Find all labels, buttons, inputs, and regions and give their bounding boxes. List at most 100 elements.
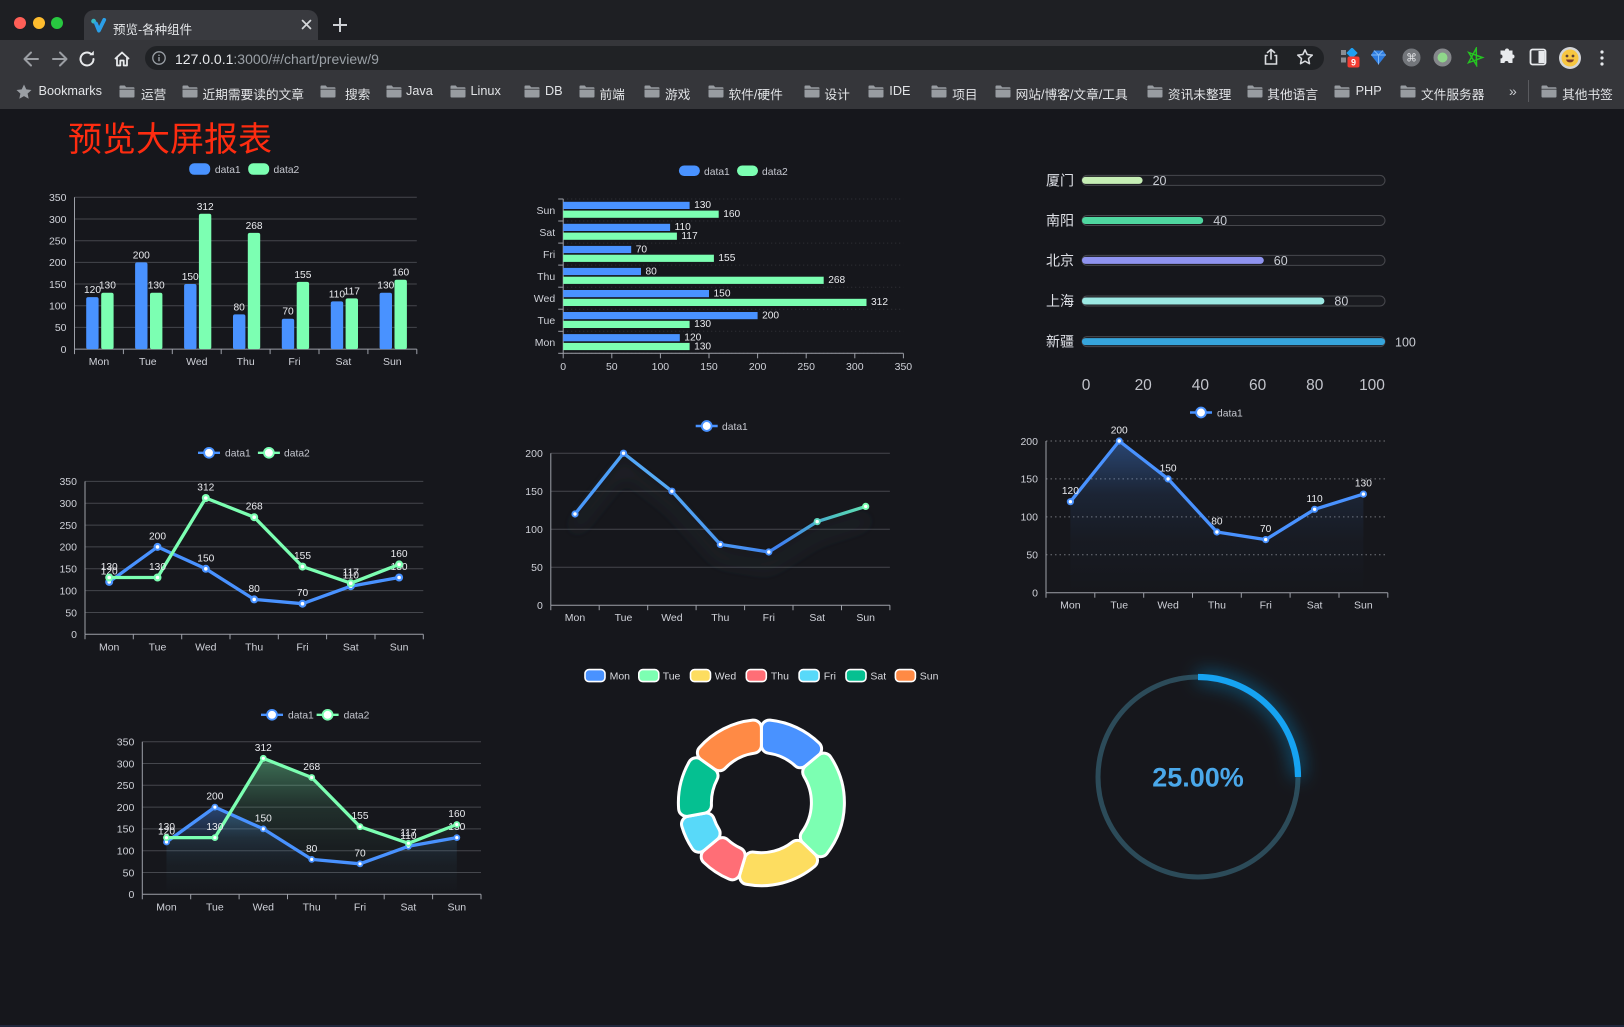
svg-text:120: 120	[101, 566, 118, 577]
svg-text:50: 50	[55, 322, 67, 334]
svg-text:40: 40	[1213, 214, 1227, 228]
svg-text:0: 0	[560, 361, 566, 373]
svg-text:data2: data2	[762, 167, 788, 178]
svg-text:Fri: Fri	[824, 671, 836, 683]
svg-text:250: 250	[797, 361, 815, 373]
svg-text:200: 200	[1020, 436, 1038, 448]
svg-text:130: 130	[694, 341, 711, 352]
svg-text:268: 268	[246, 502, 263, 513]
svg-text:Sun: Sun	[390, 641, 409, 653]
svg-text:200: 200	[525, 448, 543, 460]
svg-text:150: 150	[117, 824, 135, 836]
svg-text:Thu: Thu	[237, 356, 255, 368]
svg-text:Sun: Sun	[856, 612, 875, 624]
svg-text:150: 150	[714, 288, 731, 299]
svg-text:Fri: Fri	[1260, 600, 1272, 612]
svg-text:Wed: Wed	[186, 356, 208, 368]
svg-text:Thu: Thu	[711, 612, 729, 624]
svg-text:data2: data2	[284, 449, 310, 460]
svg-text:117: 117	[343, 568, 360, 579]
svg-text:120: 120	[684, 333, 701, 344]
svg-text:Mon: Mon	[156, 901, 177, 913]
svg-text:300: 300	[117, 758, 135, 770]
svg-text:130: 130	[149, 562, 166, 573]
svg-text:155: 155	[294, 270, 311, 281]
svg-text:150: 150	[59, 564, 77, 576]
svg-text:20: 20	[1135, 377, 1153, 394]
svg-text:300: 300	[59, 498, 77, 510]
svg-text:268: 268	[828, 275, 845, 286]
svg-text:⌘: ⌘	[1406, 53, 1417, 65]
svg-text:130: 130	[101, 562, 118, 573]
svg-text:80: 80	[646, 266, 658, 277]
svg-text:data1: data1	[704, 167, 730, 178]
svg-text:Mon: Mon	[1060, 600, 1081, 612]
svg-text:120: 120	[1062, 486, 1079, 497]
svg-text:160: 160	[391, 549, 408, 560]
svg-text:80: 80	[249, 584, 261, 595]
svg-text:data1: data1	[215, 165, 241, 176]
svg-text:150: 150	[525, 486, 543, 498]
svg-text:200: 200	[762, 310, 779, 321]
svg-text:Tue: Tue	[663, 671, 681, 683]
svg-text:Tue: Tue	[1110, 600, 1128, 612]
svg-text:Sat: Sat	[539, 227, 555, 239]
svg-text:Thu: Thu	[303, 901, 321, 913]
svg-text:250: 250	[59, 520, 77, 532]
svg-text:0: 0	[1032, 588, 1038, 600]
svg-text:200: 200	[749, 361, 767, 373]
svg-text:Mon: Mon	[565, 612, 586, 624]
svg-text:100: 100	[525, 524, 543, 536]
svg-text:155: 155	[718, 253, 735, 264]
svg-text:data1: data1	[1217, 408, 1243, 419]
svg-text:200: 200	[1111, 426, 1128, 437]
svg-text:20: 20	[1153, 174, 1167, 188]
svg-text:110: 110	[1306, 494, 1323, 505]
svg-text:150: 150	[1020, 474, 1038, 486]
svg-text:312: 312	[197, 483, 214, 494]
svg-text:200: 200	[133, 250, 150, 261]
svg-text:100: 100	[1359, 377, 1385, 394]
svg-text:Tue: Tue	[139, 356, 157, 368]
svg-text:Wed: Wed	[715, 671, 737, 683]
svg-text:100: 100	[117, 846, 135, 858]
svg-text:150: 150	[255, 813, 272, 824]
svg-text:data1: data1	[722, 422, 748, 433]
svg-text:50: 50	[1026, 550, 1038, 562]
svg-text:150: 150	[1160, 463, 1177, 474]
svg-text:117: 117	[681, 231, 698, 242]
svg-text:268: 268	[303, 762, 320, 773]
svg-text:Sat: Sat	[336, 356, 352, 368]
svg-text:80: 80	[1306, 377, 1324, 394]
svg-text:Thu: Thu	[1208, 600, 1226, 612]
svg-text:北京: 北京	[1046, 252, 1074, 268]
svg-text:50: 50	[65, 607, 77, 619]
svg-text:100: 100	[59, 585, 77, 597]
svg-text:0: 0	[71, 629, 77, 641]
svg-text:上海: 上海	[1046, 293, 1074, 309]
svg-text:312: 312	[197, 202, 214, 213]
svg-text:200: 200	[117, 802, 135, 814]
svg-text:50: 50	[123, 867, 135, 879]
svg-text:312: 312	[255, 743, 272, 754]
svg-text:Sat: Sat	[809, 612, 825, 624]
svg-text:60: 60	[1249, 377, 1267, 394]
svg-text:160: 160	[448, 809, 465, 820]
svg-text:50: 50	[606, 361, 618, 373]
svg-text:Mon: Mon	[610, 671, 631, 683]
svg-text:110: 110	[343, 571, 360, 582]
svg-text:130: 130	[694, 200, 711, 211]
svg-text:130: 130	[206, 822, 223, 833]
svg-text:Sun: Sun	[1354, 600, 1373, 612]
svg-text:Mon: Mon	[89, 356, 110, 368]
svg-text:80: 80	[1211, 517, 1223, 528]
svg-text:200: 200	[149, 531, 166, 542]
svg-text:150: 150	[49, 279, 67, 291]
svg-text:9: 9	[1351, 58, 1356, 68]
svg-text:300: 300	[846, 361, 864, 373]
svg-text:Wed: Wed	[1157, 600, 1179, 612]
svg-text:160: 160	[723, 209, 740, 220]
svg-text:Sat: Sat	[870, 671, 886, 683]
svg-text:Tue: Tue	[206, 901, 224, 913]
svg-text:268: 268	[246, 221, 263, 232]
